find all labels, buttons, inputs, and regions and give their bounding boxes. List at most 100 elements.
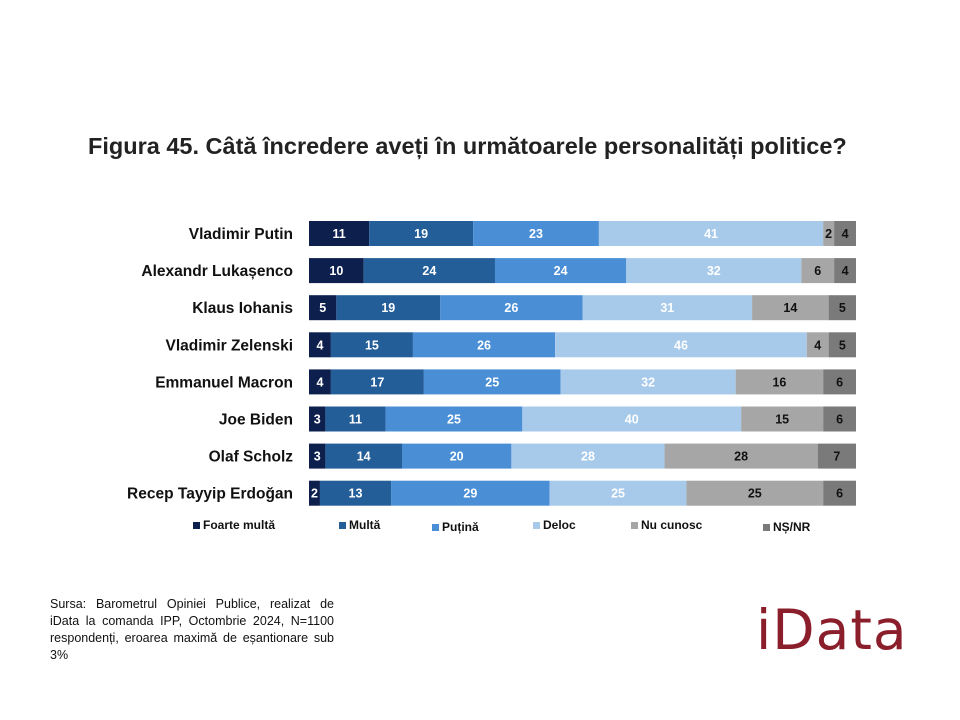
bar-segment-vladimir-zelenski-putina xyxy=(412,332,556,358)
data-label: 3 xyxy=(314,413,321,427)
legend-label-ns-nr: NȘ/NR xyxy=(773,520,811,534)
idata-logo: iData xyxy=(756,598,908,662)
data-label: 25 xyxy=(748,487,762,501)
data-label: 5 xyxy=(839,338,846,352)
data-label: 6 xyxy=(836,413,843,427)
data-label: 25 xyxy=(611,487,625,501)
data-label: 4 xyxy=(814,338,821,352)
bar-segment-vladimir-zelenski-nu-cunosc xyxy=(806,332,829,358)
data-label: 17 xyxy=(370,375,384,389)
data-label: 2 xyxy=(311,487,318,501)
data-label: 14 xyxy=(783,301,797,315)
bar-segment-emmanuel-macron-nu-cunosc xyxy=(735,369,824,395)
category-label-vladimir-zelenski: Vladimir Zelenski xyxy=(166,337,294,354)
bar-segment-klaus-iohanis-putina xyxy=(440,295,583,321)
bar-segment-joe-biden-deloc xyxy=(522,406,742,432)
category-label-joe-biden: Joe Biden xyxy=(219,412,293,429)
data-label: 31 xyxy=(660,301,674,315)
data-label: 25 xyxy=(447,413,461,427)
data-label: 20 xyxy=(450,450,464,464)
data-label: 19 xyxy=(381,301,395,315)
category-label-emmanuel-macron: Emmanuel Macron xyxy=(155,374,293,391)
data-label: 28 xyxy=(581,450,595,464)
bar-segment-alexandr-lukasenco-deloc xyxy=(626,258,802,284)
data-label: 26 xyxy=(477,338,491,352)
category-label-alexandr-lukasenco: Alexandr Lukașenco xyxy=(141,263,293,280)
legend-swatch-foarte-multa xyxy=(193,522,200,529)
data-label: 3 xyxy=(314,450,321,464)
bar-segment-klaus-iohanis-foarte-multa xyxy=(309,295,337,321)
bar-segment-vladimir-zelenski-deloc xyxy=(555,332,807,358)
bar-segment-klaus-iohanis-multa xyxy=(336,295,441,321)
data-label: 24 xyxy=(422,264,436,278)
data-label: 7 xyxy=(833,450,840,464)
data-label: 10 xyxy=(329,264,343,278)
bar-segment-emmanuel-macron-foarte-multa xyxy=(309,369,331,395)
bar-segment-recep-tayyip-erdogan-deloc xyxy=(549,480,687,506)
bar-segment-alexandr-lukasenco-ns-nr xyxy=(834,258,856,284)
bar-segment-recep-tayyip-erdogan-multa xyxy=(319,480,392,506)
data-label: 11 xyxy=(349,413,362,427)
data-label: 13 xyxy=(349,487,363,501)
bar-segment-vladimir-zelenski-foarte-multa xyxy=(309,332,331,358)
legend-label-foarte-multa: Foarte multă xyxy=(203,518,275,532)
category-label-olaf-scholz: Olaf Scholz xyxy=(209,449,294,466)
bar-segment-alexandr-lukasenco-putina xyxy=(494,258,627,284)
bar-segment-vladimir-putin-multa xyxy=(369,221,474,246)
data-label: 19 xyxy=(414,227,428,241)
bar-segment-emmanuel-macron-multa xyxy=(330,369,424,395)
data-label: 6 xyxy=(814,264,821,278)
data-label: 4 xyxy=(316,338,323,352)
bar-segment-alexandr-lukasenco-nu-cunosc xyxy=(801,258,835,284)
legend-swatch-ns-nr xyxy=(763,524,770,531)
bar-segment-emmanuel-macron-putina xyxy=(423,369,561,395)
bar-segment-vladimir-putin-putina xyxy=(473,221,599,246)
data-label: 40 xyxy=(625,413,639,427)
data-label: 4 xyxy=(842,264,849,278)
category-label-recep-tayyip-erdogan: Recep Tayyip Erdoğan xyxy=(127,486,293,503)
bar-segment-joe-biden-ns-nr xyxy=(823,406,856,432)
data-label: 6 xyxy=(836,487,843,501)
category-label-vladimir-putin: Vladimir Putin xyxy=(189,226,293,243)
data-label: 32 xyxy=(707,264,721,278)
data-label: 5 xyxy=(319,301,326,315)
data-label: 24 xyxy=(554,264,568,278)
data-label: 28 xyxy=(734,450,748,464)
bar-segment-joe-biden-foarte-multa xyxy=(309,406,326,432)
bar-segment-olaf-scholz-ns-nr xyxy=(817,443,856,469)
bar-segment-vladimir-zelenski-multa xyxy=(330,332,413,358)
data-label: 26 xyxy=(504,301,518,315)
legend-label-deloc: Deloc xyxy=(543,518,576,532)
chart-title: Figura 45. Câtă încredere aveți în următ… xyxy=(88,133,847,159)
data-label: 16 xyxy=(772,375,786,389)
data-label: 4 xyxy=(842,227,849,241)
bar-segment-olaf-scholz-deloc xyxy=(511,443,665,469)
data-label: 2 xyxy=(825,227,832,241)
data-label: 29 xyxy=(463,487,477,501)
data-label: 5 xyxy=(839,301,846,315)
data-label: 15 xyxy=(365,338,379,352)
legend-label-nu-cunosc: Nu cunosc xyxy=(641,518,703,532)
bar-segment-recep-tayyip-erdogan-foarte-multa xyxy=(309,480,320,506)
bar-segment-klaus-iohanis-deloc xyxy=(582,295,753,321)
bar-segment-klaus-iohanis-nu-cunosc xyxy=(752,295,829,321)
legend-swatch-nu-cunosc xyxy=(631,522,638,529)
bar-segment-klaus-iohanis-ns-nr xyxy=(828,295,856,321)
data-label: 25 xyxy=(485,375,499,389)
bar-segment-emmanuel-macron-deloc xyxy=(560,369,736,395)
data-label: 32 xyxy=(641,375,655,389)
category-labels: Vladimir Putin Alexandr Lukașenco Klaus Io… xyxy=(127,226,293,503)
bar-segment-vladimir-putin-ns-nr xyxy=(834,221,856,246)
bar-segment-olaf-scholz-putina xyxy=(401,443,512,469)
chart-legend: Foarte multă Multă Puțină Deloc Nu cunosc NȘ/… xyxy=(193,518,811,534)
data-label: 15 xyxy=(775,413,789,427)
bar-segment-vladimir-putin-deloc xyxy=(598,221,824,246)
legend-swatch-putina xyxy=(432,524,439,531)
bar-segment-olaf-scholz-foarte-multa xyxy=(309,443,326,469)
bar-segment-recep-tayyip-erdogan-putina xyxy=(391,480,550,506)
bar-segment-joe-biden-putina xyxy=(385,406,523,432)
data-label: 11 xyxy=(332,227,345,241)
legend-label-multa: Multă xyxy=(349,518,381,532)
bars-layer: 11 19 23 41 2 410 24 24 32 6 45 19 26 31 14 54 15 26 46 4 54… xyxy=(309,221,856,506)
